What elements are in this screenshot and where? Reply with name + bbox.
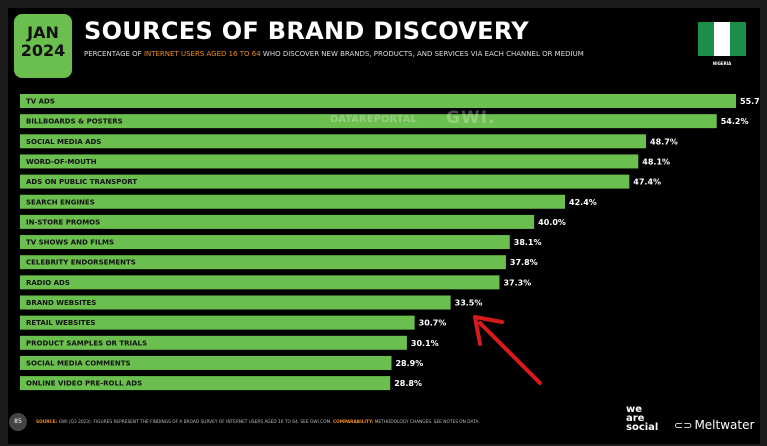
- bar-value-label: 40.0%: [538, 218, 566, 227]
- meltwater-name: Meltwater: [694, 418, 755, 432]
- bar-category-label: BILLBOARDS & POSTERS: [26, 118, 123, 126]
- meltwater-logo: ⊂⊃ Meltwater: [674, 418, 754, 432]
- bar-category-label: WORD-OF-MOUTH: [26, 158, 97, 166]
- page-title: SOURCES OF BRAND DISCOVERY: [84, 17, 529, 45]
- flag-stripe-right: [730, 22, 746, 56]
- red-arrow-annotation: [473, 315, 542, 385]
- date-year: 2024: [20, 41, 66, 60]
- bar-value-label: 28.8%: [394, 379, 422, 388]
- bar-category-label: CELEBRITY ENDORSEMENTS: [26, 259, 136, 267]
- bar-value-label: 37.3%: [503, 278, 531, 287]
- bar-value-label: 30.1%: [411, 339, 439, 348]
- bar: [20, 174, 630, 189]
- bar-category-label: RADIO ADS: [26, 279, 70, 287]
- meltwater-icon: ⊂⊃: [674, 419, 693, 432]
- source-label: SOURCE:: [36, 420, 58, 425]
- bar-category-label: SOCIAL MEDIA COMMENTS: [26, 359, 131, 367]
- bar-chart: TV ADS 55.7% BILLBOARDS & POSTERS 54.2% SOCI…: [20, 94, 760, 391]
- source-note: SOURCE: GWI (Q3 2023). FIGURES REPRESENT…: [36, 420, 480, 425]
- bar: [20, 335, 407, 350]
- comparability-label: COMPARABILITY:: [333, 420, 374, 425]
- bar: [20, 214, 535, 229]
- watermark-datareportal: DATAREPORTAL: [330, 114, 417, 125]
- bar-value-label: 38.1%: [514, 238, 542, 247]
- bar: [20, 295, 451, 310]
- bar-value-label: 37.8%: [510, 258, 538, 267]
- bar: [20, 154, 639, 169]
- source-text: GWI (Q3 2023). FIGURES REPRESENT THE FIN…: [57, 420, 333, 425]
- bar-category-label: RETAIL WEBSITES: [26, 319, 95, 327]
- subtitle-highlight: INTERNET USERS AGED 16 TO 64: [143, 50, 261, 58]
- bar-value-label: 47.4%: [633, 178, 661, 187]
- bar: [20, 355, 392, 370]
- date-month: JAN: [27, 23, 59, 42]
- bar: [20, 194, 566, 209]
- bar-value-label: 48.7%: [650, 137, 678, 146]
- nigeria-flag-icon: [698, 22, 746, 56]
- country-label: NIGERIA: [712, 61, 732, 66]
- bar: [20, 114, 717, 129]
- bar: [20, 235, 510, 250]
- page-subtitle: PERCENTAGE OF INTERNET USERS AGED 16 TO …: [84, 50, 584, 58]
- bar: [20, 376, 391, 391]
- arrow-head: [473, 315, 504, 346]
- bar-category-label: SEARCH ENGINES: [26, 198, 95, 206]
- bar-category-label: PRODUCT SAMPLES OR TRIALS: [26, 339, 147, 347]
- subtitle-prefix: PERCENTAGE OF: [84, 50, 144, 58]
- bar-value-label: 30.7%: [419, 319, 447, 328]
- we-are-social-logo: we are social: [626, 404, 659, 433]
- comparability-text: METHODOLOGY CHANGES. SEE NOTES ON DATA.: [373, 420, 480, 425]
- bar-value-label: 55.7%: [740, 97, 760, 106]
- bar-value-label: 42.4%: [569, 198, 597, 207]
- bar-category-label: TV ADS: [26, 98, 55, 106]
- bar: [20, 94, 736, 108]
- flag-stripe-left: [698, 22, 714, 56]
- bar: [20, 315, 415, 330]
- bar-value-label: 54.2%: [721, 117, 749, 126]
- bar-category-label: SOCIAL MEDIA ADS: [26, 138, 101, 146]
- bar-category-label: BRAND WEBSITES: [26, 299, 96, 307]
- arrow-shaft: [478, 321, 542, 385]
- watermark-gwi: GWI.: [446, 108, 496, 128]
- date-badge: JAN 2024: [14, 14, 72, 78]
- subtitle-suffix: WHO DISCOVER NEW BRANDS, PRODUCTS, AND S…: [260, 50, 584, 58]
- page-number: 85: [9, 413, 27, 431]
- bar-value-label: 33.5%: [455, 299, 483, 308]
- bar-value-label: 48.1%: [642, 157, 670, 166]
- bar-category-label: IN-STORE PROMOS: [26, 218, 100, 226]
- bar-value-label: 28.9%: [395, 359, 423, 368]
- bar-category-label: ADS ON PUBLIC TRANSPORT: [26, 178, 137, 186]
- bar-category-label: TV SHOWS AND FILMS: [26, 239, 114, 247]
- bar-category-label: ONLINE VIDEO PRE-ROLL ADS: [26, 380, 142, 388]
- bar: [20, 134, 647, 149]
- flag-stripe-middle: [714, 22, 730, 56]
- slide-card: JAN 2024 SOURCES OF BRAND DISCOVERY PERC…: [8, 8, 760, 444]
- bar: [20, 275, 500, 290]
- bar: [20, 255, 506, 270]
